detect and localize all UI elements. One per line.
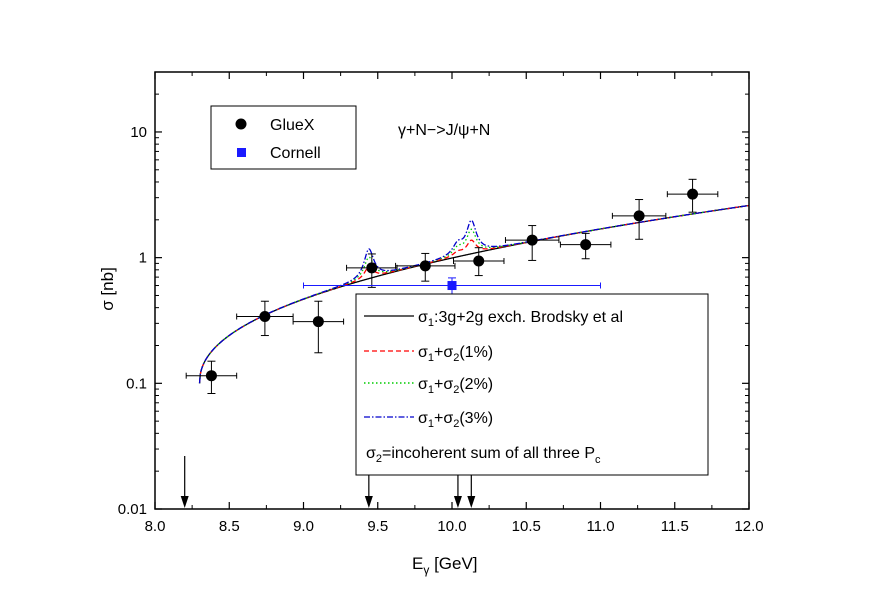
legend-label-1pct: σ1+σ2(1%) bbox=[418, 344, 493, 364]
gluex-point bbox=[205, 370, 217, 382]
gluex-point bbox=[366, 262, 378, 274]
legend-top: GlueX Cornell bbox=[210, 105, 357, 170]
gluex-point bbox=[419, 260, 431, 272]
legend-gluex-marker bbox=[235, 118, 247, 130]
axis-ticks: 8.0 8.5 9.0 9.5 10.0 10.5 11.0 11.5 12.0 0.01 0.1 1… bbox=[118, 71, 764, 535]
y-tick-label: 0.1 bbox=[126, 375, 147, 392]
x-tick-label: 9.0 bbox=[293, 518, 314, 535]
x-tick-label: 8.0 bbox=[145, 518, 166, 535]
y-tick-label: 0.01 bbox=[118, 501, 147, 518]
x-tick-label: 12.0 bbox=[734, 518, 763, 535]
model-curve bbox=[198, 204, 750, 384]
gluex-point bbox=[633, 210, 645, 222]
gluex-point bbox=[312, 316, 324, 328]
x-tick-label: 9.5 bbox=[367, 518, 388, 535]
threshold-arrow-head bbox=[364, 496, 373, 508]
threshold-arrow-head bbox=[180, 496, 189, 508]
legend-bottom: σ1:3g+2g exch. Brodsky et al σ1+σ2(1%) σ… bbox=[355, 293, 709, 476]
gluex-point bbox=[580, 239, 592, 251]
legend-gluex-label: GlueX bbox=[270, 117, 315, 134]
x-axis-title: Eγ [GeV] bbox=[412, 554, 478, 577]
legend-note-sigma2: σ2=incoherent sum of all three Pc bbox=[366, 445, 601, 466]
data-points bbox=[185, 178, 719, 394]
x-tick-label: 10.5 bbox=[512, 518, 541, 535]
gluex-point bbox=[526, 234, 538, 246]
legend-label-3pct: σ1+σ2(3%) bbox=[418, 410, 493, 430]
legend-top-box bbox=[210, 105, 357, 170]
model-curves bbox=[198, 204, 750, 384]
y-axis-title: σ [nb] bbox=[98, 267, 117, 311]
reaction-annotation: γ+N−>J/ψ+N bbox=[398, 122, 490, 139]
gluex-point bbox=[473, 255, 485, 267]
gluex-point bbox=[259, 311, 271, 323]
x-tick-label: 11.0 bbox=[586, 518, 614, 535]
threshold-arrow-head bbox=[467, 496, 476, 508]
legend-bottom-box bbox=[355, 293, 709, 476]
x-tick-label: 10.0 bbox=[437, 518, 466, 535]
cornell-point bbox=[447, 281, 457, 291]
y-tick-label: 10 bbox=[130, 124, 147, 141]
legend-cornell-label: Cornell bbox=[270, 145, 321, 162]
legend-label-2pct: σ1+σ2(2%) bbox=[418, 376, 493, 396]
legend-label-sigma1: σ1:3g+2g exch. Brodsky et al bbox=[418, 309, 623, 329]
x-tick-label: 11.5 bbox=[661, 518, 689, 535]
x-tick-label: 8.5 bbox=[219, 518, 240, 535]
legend-cornell-marker bbox=[237, 148, 246, 157]
y-tick-label: 1 bbox=[139, 250, 147, 267]
gluex-point bbox=[687, 188, 699, 200]
threshold-arrow-head bbox=[453, 496, 462, 508]
